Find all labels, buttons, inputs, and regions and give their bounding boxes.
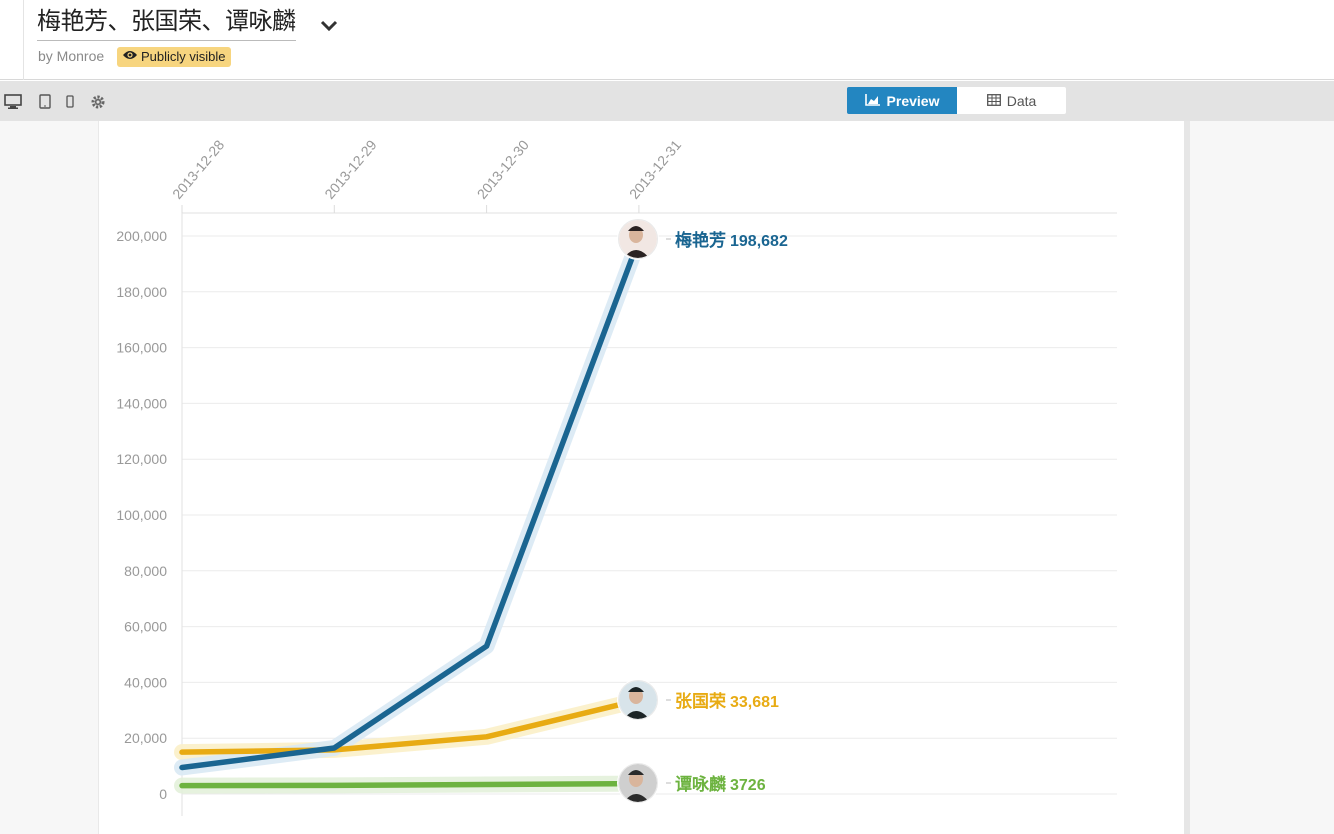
avatar-hair xyxy=(628,687,644,692)
series-value-label: 33,681 xyxy=(730,694,779,711)
y-tick-label: 120,000 xyxy=(116,451,167,467)
y-tick-label: 20,000 xyxy=(124,730,167,746)
x-tick-label: 2013-12-29 xyxy=(321,137,379,202)
x-tick-label: 2013-12-31 xyxy=(626,137,684,202)
avatar[interactable] xyxy=(617,762,671,804)
avatar[interactable] xyxy=(617,218,671,260)
y-tick-label: 180,000 xyxy=(116,284,167,300)
series-name-label: 张国荣 xyxy=(675,692,726,712)
y-tick-label: 0 xyxy=(159,786,167,802)
y-tick-label: 160,000 xyxy=(116,340,167,356)
header-left-rail xyxy=(0,0,24,80)
gear-icon[interactable] xyxy=(90,94,106,110)
phone-icon[interactable] xyxy=(64,94,80,110)
series-end-label: 张国荣 33,681 xyxy=(675,692,779,712)
series-name-label: 梅艳芳 xyxy=(675,230,726,251)
series-line xyxy=(179,780,642,789)
series-name-label: 谭咏麟 xyxy=(675,774,727,795)
table-icon xyxy=(986,93,1001,109)
x-tick-label: 2013-12-30 xyxy=(474,137,532,202)
y-tick-label: 60,000 xyxy=(124,619,167,635)
y-tick-label: 140,000 xyxy=(116,395,167,411)
series-value-label: 3726 xyxy=(730,777,766,794)
avatar-border xyxy=(618,763,658,803)
avatar-border xyxy=(618,680,658,720)
tab-data-label: Data xyxy=(1006,92,1037,109)
card-scroll-edge xyxy=(1184,121,1190,834)
avatar-photo xyxy=(619,764,657,802)
area-chart-icon xyxy=(864,93,881,109)
series-end-label: 谭咏麟 3726 xyxy=(675,774,766,795)
avatar-photo xyxy=(619,220,657,258)
page-title[interactable]: 梅艳芳、张国荣、谭咏麟 xyxy=(37,4,296,41)
visibility-badge[interactable]: Publicly visible xyxy=(117,47,231,67)
series-end-label: 梅艳芳 198,682 xyxy=(675,230,788,251)
desktop-icon[interactable] xyxy=(4,94,22,110)
author-byline: by Monroe xyxy=(38,48,105,64)
toolbar xyxy=(0,81,1334,121)
x-tick-label: 2013-12-28 xyxy=(169,137,227,202)
series-line xyxy=(179,236,642,771)
series-value-label: 198,682 xyxy=(730,233,788,250)
tab-preview[interactable]: Preview xyxy=(847,87,957,114)
y-tick-label: 200,000 xyxy=(116,228,167,244)
series-glow xyxy=(174,231,647,776)
tab-data[interactable]: Data xyxy=(957,87,1066,114)
avatar[interactable] xyxy=(617,679,671,721)
y-tick-label: 80,000 xyxy=(124,563,167,579)
tab-preview-label: Preview xyxy=(886,92,940,109)
eye-icon xyxy=(122,47,138,67)
header: 梅艳芳、张国荣、谭咏麟 by Monroe Publicly visible xyxy=(0,0,1334,80)
chevron-down-icon[interactable] xyxy=(318,14,340,36)
avatar-border xyxy=(618,219,658,259)
visibility-label: Publicly visible xyxy=(141,49,226,64)
avatar-hair xyxy=(628,226,644,231)
y-tick-label: 40,000 xyxy=(124,674,167,690)
tablet-icon[interactable] xyxy=(38,94,54,110)
series-line xyxy=(179,697,642,755)
avatar-hair xyxy=(628,770,644,775)
y-tick-label: 100,000 xyxy=(116,507,167,523)
view-toggle: Preview Data xyxy=(847,87,1066,114)
